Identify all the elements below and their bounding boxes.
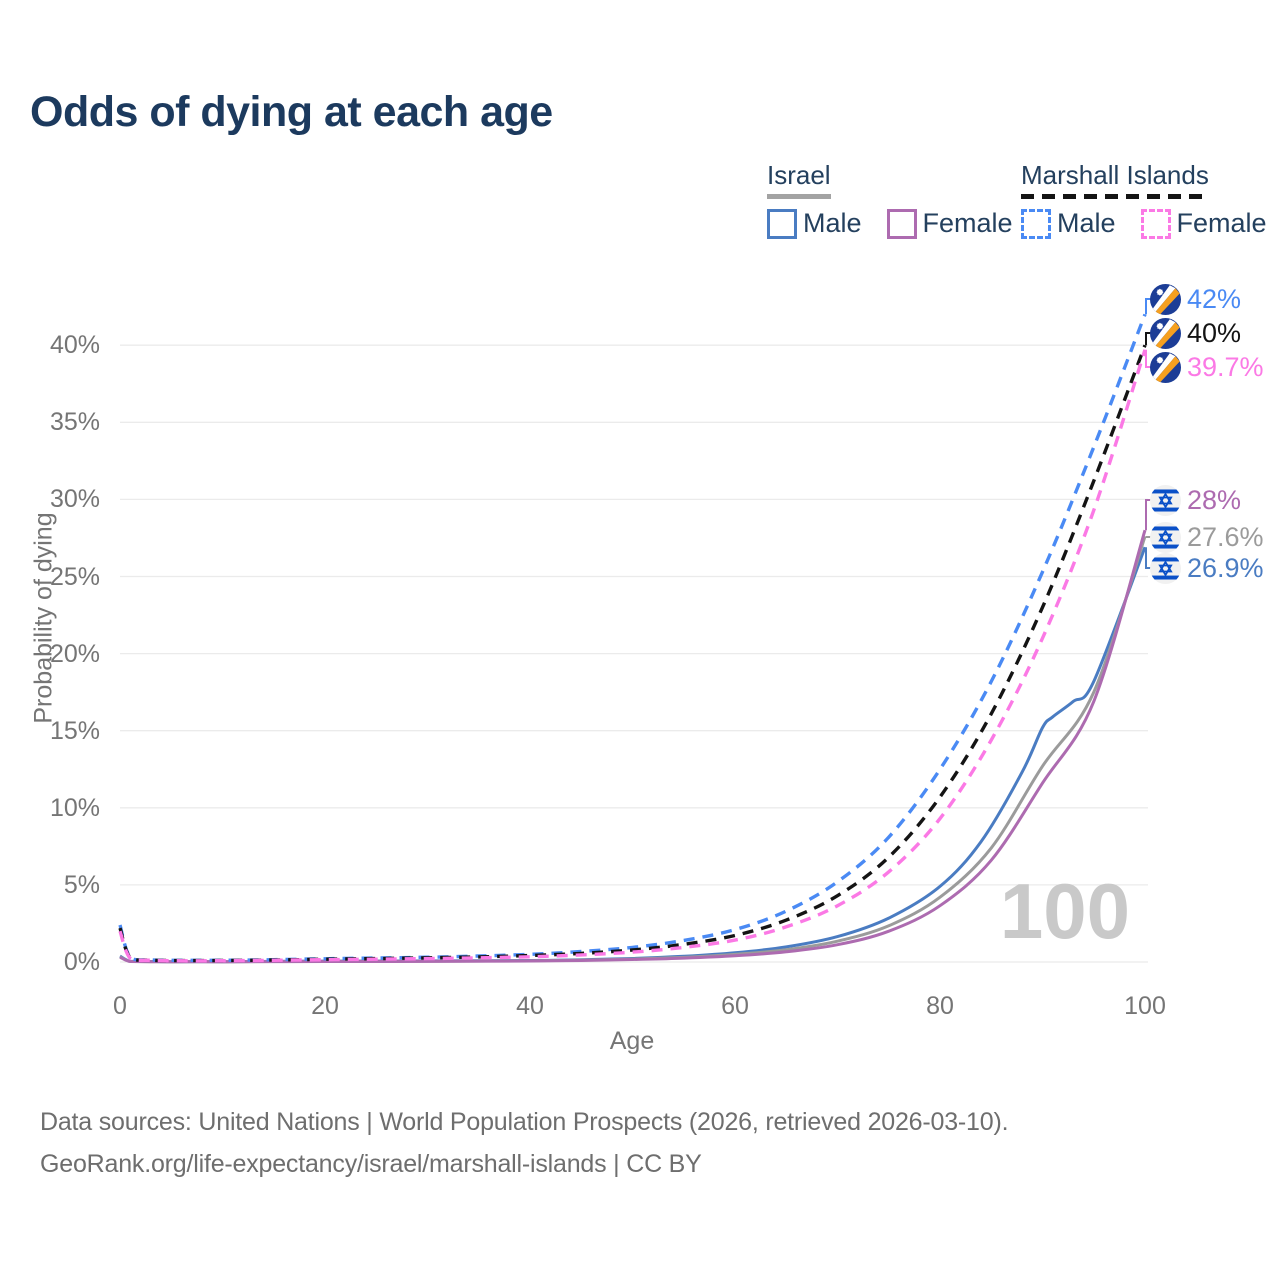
- series-line-marshall-male[interactable]: [118, 313, 1147, 963]
- end-label-israel-male[interactable]: 26.9%: [1150, 552, 1264, 584]
- y-axis-title: Probability of dying: [29, 512, 58, 724]
- footer-data-sources: Data sources: United Nations | World Pop…: [40, 1108, 1009, 1136]
- y-tick-label: 35%: [49, 408, 100, 437]
- marshall-female-swatch: [1140, 208, 1171, 239]
- y-tick-label: 25%: [49, 562, 100, 591]
- end-label-value: 40%: [1187, 317, 1242, 348]
- legend-title-marshall-islands[interactable]: Marshall Islands: [1021, 160, 1209, 199]
- marshall-male-swatch: [1021, 208, 1051, 239]
- end-label-israel-both[interactable]: 27.6%: [1150, 521, 1264, 553]
- legend-row-marshall-islands: Male Female: [1021, 208, 1267, 239]
- legend-entry-israel-male[interactable]: Male: [767, 208, 862, 239]
- end-label-marshall-male[interactable]: 42%: [1150, 283, 1241, 315]
- x-tick-label: 40: [516, 992, 544, 1020]
- end-label-value: 26.9%: [1187, 552, 1264, 583]
- page-title: Odds of dying at each age: [30, 88, 553, 136]
- footer-attribution-link[interactable]: GeoRank.org/life-expectancy/israel/marsh…: [40, 1150, 702, 1178]
- legend-entry-label: Female: [922, 208, 1013, 238]
- israel-male-swatch: [767, 208, 797, 239]
- end-label-value: 42%: [1187, 283, 1242, 314]
- y-tick-label: 20%: [49, 639, 100, 668]
- marshall-islands-flag-icon: [1150, 351, 1181, 383]
- legend-title-israel[interactable]: Israel: [767, 160, 831, 199]
- legend-title-marshall-islands-label: Marshall Islands: [1021, 160, 1209, 190]
- israel-flag-icon: [1150, 484, 1181, 516]
- series-line-marshall-female[interactable]: [118, 349, 1147, 963]
- end-label-marshall-both[interactable]: 40%: [1150, 317, 1241, 349]
- marshall-islands-flag-icon: [1150, 317, 1181, 349]
- legend-row-israel: Male Female: [767, 208, 1013, 239]
- y-tick-label: 30%: [49, 485, 100, 514]
- x-axis-title: Age: [609, 1027, 655, 1055]
- x-tick-label: 60: [721, 992, 749, 1020]
- legend-title-israel-label: Israel: [767, 160, 831, 190]
- y-tick-label: 5%: [63, 870, 100, 899]
- series-line-marshall-both[interactable]: [118, 344, 1147, 963]
- end-label-israel-female[interactable]: 28%: [1150, 484, 1241, 516]
- legend-entry-israel-female[interactable]: Female: [886, 208, 1013, 239]
- israel-flag-icon: [1150, 552, 1181, 584]
- legend-entry-label: Male: [1057, 208, 1116, 238]
- marshall-islands-dashed-underline: [1021, 194, 1209, 199]
- legend-entry-label: Male: [803, 208, 862, 238]
- legend-entry-marshall-female[interactable]: Female: [1140, 208, 1267, 239]
- marshall-islands-flag-icon: [1150, 283, 1181, 315]
- x-tick-label: 0: [113, 992, 127, 1020]
- israel-flag-icon: [1150, 521, 1181, 553]
- age-watermark: 100: [999, 867, 1130, 955]
- legend-entry-marshall-male[interactable]: Male: [1021, 208, 1116, 239]
- y-tick-label: 0%: [63, 948, 100, 976]
- end-label-value: 27.6%: [1187, 521, 1264, 552]
- legend-group-marshall-islands: Marshall Islands Male Female: [1021, 160, 1267, 239]
- israel-solid-underline: [767, 194, 831, 199]
- legend-group-israel: Israel Male Female: [767, 160, 1013, 239]
- end-label-marshall-female[interactable]: 39.7%: [1150, 351, 1264, 383]
- end-label-value: 39.7%: [1187, 351, 1264, 382]
- x-tick-label: 20: [311, 992, 339, 1020]
- y-tick-label: 40%: [49, 331, 100, 360]
- legend-entry-label: Female: [1176, 208, 1267, 238]
- y-tick-label: 15%: [49, 716, 100, 745]
- end-label-value: 28%: [1187, 484, 1242, 515]
- x-tick-label: 100: [1124, 992, 1166, 1020]
- y-tick-label: 10%: [49, 793, 100, 822]
- israel-female-swatch: [886, 208, 917, 239]
- x-tick-label: 80: [926, 992, 954, 1020]
